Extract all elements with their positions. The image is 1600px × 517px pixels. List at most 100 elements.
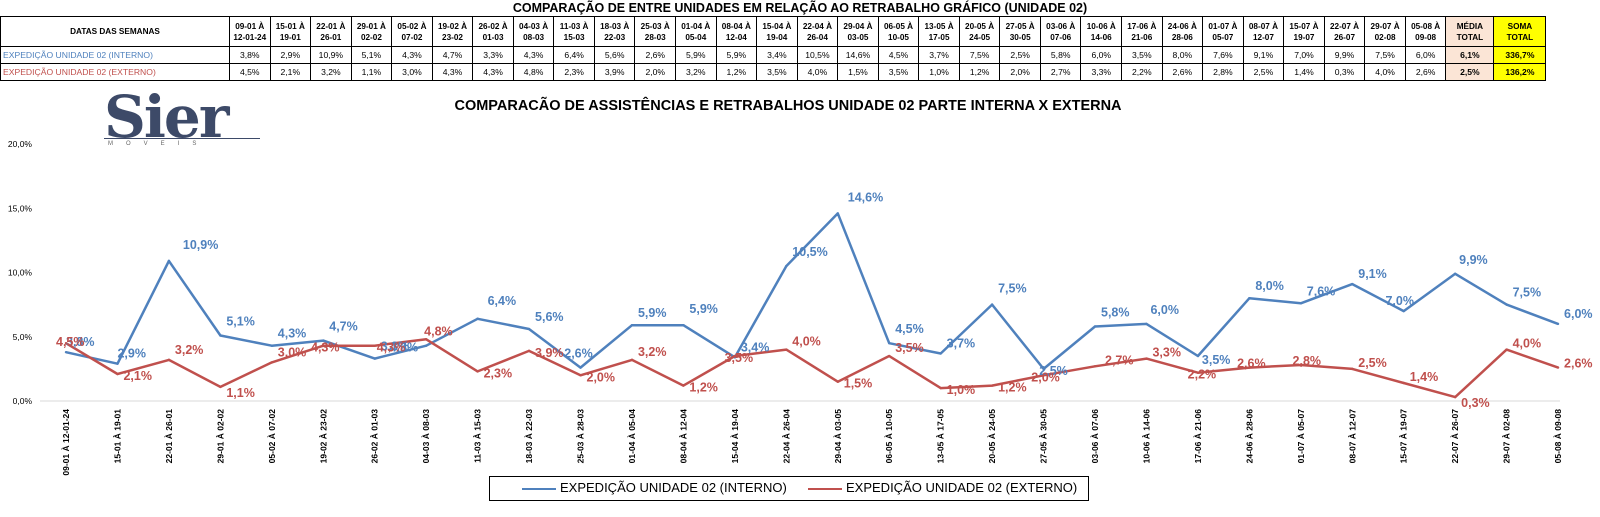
data-label-interno: 7,6%: [1307, 284, 1336, 298]
data-point: [527, 349, 531, 353]
value-cell: 1,0%: [918, 63, 960, 81]
week-end: 05-07: [1212, 32, 1234, 42]
data-label-externo: 2,1%: [123, 369, 152, 383]
week-start: 24-06 À: [1167, 21, 1197, 31]
x-tick-label: 22-04 À 26-04: [781, 409, 791, 464]
x-tick-label: 06-05 À 10-05: [884, 409, 894, 464]
value-cell: 3,3%: [1080, 63, 1123, 81]
data-label-externo: 1,2%: [689, 381, 718, 395]
week-end: 28-03: [644, 32, 666, 42]
x-tick-label: 24-06 À 28-06: [1244, 409, 1254, 464]
data-point: [1351, 367, 1354, 371]
data-label-interno: 6,0%: [1564, 307, 1593, 321]
week-end: 01-03: [482, 32, 504, 42]
data-label-interno: 4,7%: [329, 320, 358, 334]
data-point: [1505, 348, 1508, 351]
week-end: 17-05: [928, 32, 950, 42]
data-point: [939, 352, 942, 355]
week-start: 29-01 À: [356, 21, 386, 31]
week-header: 15-01 À 19-01: [269, 16, 312, 47]
data-label-interno: 5,8%: [1101, 305, 1130, 319]
week-end: 03-05: [847, 32, 869, 42]
chart-title: COMPARACÃO DE ASSISTÊNCIAS E RETRABALHOS…: [454, 96, 1122, 114]
week-end: 12-04: [725, 32, 747, 42]
data-point: [270, 344, 273, 347]
data-point: [64, 350, 68, 354]
week-header: 09-01 À 12-01-24: [229, 16, 271, 47]
value-cell: 3,0%: [391, 63, 433, 81]
x-tick-label: 09-01 À 12-01-24: [61, 409, 71, 476]
week-start: 09-01 À: [235, 21, 265, 31]
data-label-interno: 3,5%: [1202, 353, 1231, 367]
value-cell: 4,5%: [877, 46, 920, 64]
week-end: 24-05: [969, 32, 991, 42]
data-point: [1248, 366, 1251, 369]
week-header: 08-04 À 12-04: [715, 16, 758, 47]
value-cell: 9,1%: [1242, 46, 1285, 64]
x-tick-label: 03-06 À 07-06: [1090, 409, 1100, 464]
value-cell: 7,5%: [1364, 46, 1406, 64]
data-point: [1453, 272, 1457, 275]
value-cell: 6,0%: [1404, 46, 1447, 64]
week-header: 29-04 À 03-05: [837, 16, 879, 47]
week-start: 15-04 À: [762, 21, 792, 31]
value-cell: 5,8%: [1039, 46, 1082, 64]
data-point: [785, 264, 788, 268]
week-start: 25-03 À: [640, 21, 670, 31]
value-cell: 10,5%: [796, 46, 839, 64]
y-tick-label: 15,0%: [8, 203, 33, 213]
week-start: 10-06 À: [1086, 21, 1116, 31]
value-cell: 3,3%: [472, 46, 514, 64]
legend-item-externo: EXPEDIÇÃO UNIDADE 02 (EXTERNO): [808, 481, 1077, 495]
week-end: 05-04: [685, 32, 707, 42]
value-cell: 7,5%: [958, 46, 1001, 64]
week-header: 22-04 À 26-04: [796, 16, 839, 47]
data-label-externo: 2,8%: [1293, 354, 1322, 368]
x-tick-label: 01-07 À 05-07: [1296, 409, 1306, 464]
data-point: [167, 358, 171, 362]
value-cell: 4,3%: [431, 63, 474, 81]
data-point: [219, 334, 222, 337]
value-cell: 2,0%: [999, 63, 1041, 81]
value-cell: 1,2%: [958, 63, 1001, 81]
data-label-externo: 3,0%: [278, 345, 307, 359]
data-label-interno: 8,0%: [1255, 279, 1284, 293]
week-start: 22-04 À: [802, 21, 832, 31]
data-label-interno: 5,9%: [689, 302, 718, 316]
week-header: 18-03 À 22-03: [593, 16, 636, 47]
data-label-interno: 10,5%: [792, 245, 827, 259]
value-cell: 7,0%: [1283, 46, 1325, 64]
week-end: 21-06: [1131, 32, 1153, 42]
data-point: [424, 344, 428, 347]
x-tick-label: 11-03 À 15-03: [473, 409, 483, 463]
week-start: 15-01 À: [275, 21, 305, 31]
data-label-interno: 4,5%: [895, 322, 924, 336]
x-tick-label: 10-06 À 14-06: [1141, 409, 1151, 464]
week-end: 22-03: [604, 32, 626, 42]
data-label-externo: 1,5%: [844, 377, 873, 391]
data-label-interno: 10,9%: [183, 238, 218, 252]
week-start: 29-07 À: [1370, 21, 1400, 31]
x-tick-label: 17-06 À 21-06: [1193, 409, 1203, 464]
value-cell: 4,0%: [1364, 63, 1406, 81]
week-header: 15-04 À 19-04: [756, 16, 798, 47]
week-end: 19-01: [279, 32, 301, 42]
data-point: [219, 385, 222, 389]
data-label-externo: 1,2%: [998, 381, 1027, 395]
value-cell: 4,0%: [796, 63, 839, 81]
data-point: [1351, 282, 1354, 286]
week-header: 04-03 À 08-03: [512, 16, 555, 47]
series-line-externo: [65, 338, 1559, 399]
data-label-interno: 7,5%: [998, 282, 1027, 296]
value-cell: 5,6%: [593, 46, 636, 64]
value-cell: 2,6%: [634, 46, 677, 64]
data-label-externo: 4,0%: [792, 335, 821, 349]
data-point: [579, 366, 582, 369]
week-end: 26-04: [806, 32, 828, 42]
data-label-interno: 14,6%: [848, 190, 883, 204]
data-label-interno: 9,1%: [1358, 267, 1387, 281]
data-label-interno: 7,5%: [1513, 286, 1542, 300]
data-label-externo: 3,3%: [1152, 346, 1181, 360]
data-label-externo: 3,9%: [535, 346, 564, 360]
media-header-line: MÉDIA: [1456, 21, 1484, 31]
